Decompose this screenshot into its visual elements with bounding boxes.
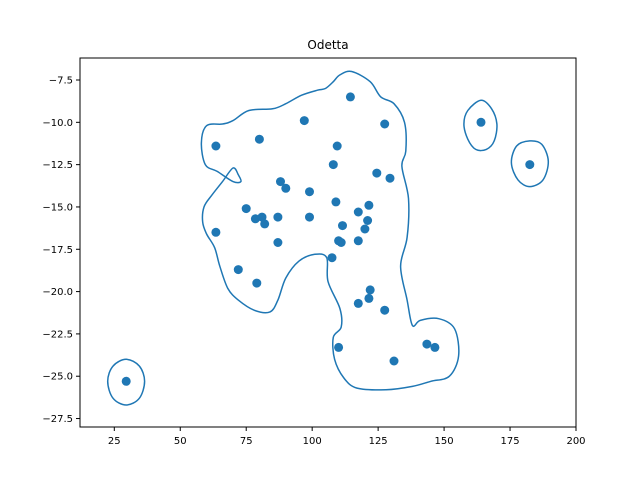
scatter-point-35: [380, 119, 390, 129]
y-tick-label-8: −7.5: [49, 76, 73, 87]
y-tick-label-6: −12.5: [42, 160, 73, 171]
scatter-point-36: [380, 305, 390, 315]
scatter-point-40: [430, 342, 440, 352]
scatter-point-37: [385, 173, 395, 183]
contour-line-3: [106, 358, 146, 406]
x-tick-label-5: 150: [435, 436, 454, 447]
scatter-point-33: [365, 285, 375, 295]
x-tick-label-2: 75: [240, 436, 253, 447]
scatter-point-6: [252, 278, 262, 288]
plot-frame: [79, 57, 577, 428]
scatter-point-42: [525, 160, 535, 170]
y-tick-label-4: −17.5: [42, 245, 73, 256]
scatter-point-15: [305, 187, 314, 197]
scatter-point-27: [353, 298, 363, 308]
scatter-point-41: [476, 117, 486, 127]
contour-line-0: [200, 70, 460, 391]
contour-line-1: [463, 99, 498, 152]
scatter-point-34: [372, 168, 382, 178]
scatter-point-13: [281, 183, 291, 193]
x-tick-label-7: 200: [566, 436, 585, 447]
x-tick-label-3: 100: [303, 436, 322, 447]
scatter-point-2: [211, 227, 221, 237]
x-axis: 25 50 75 100 125 150 175 200: [108, 427, 586, 447]
y-tick-label-0: −27.5: [42, 414, 73, 425]
scatter-point-4: [241, 204, 251, 214]
y-tick-label-5: −15.0: [42, 202, 73, 213]
x-tick-label-0: 25: [108, 436, 121, 447]
scatter-point-23: [336, 238, 346, 247]
scatter-point-31: [364, 293, 374, 303]
scatter-point-1: [211, 141, 221, 151]
scatter-point-12: [276, 177, 285, 187]
chart-title: Odetta: [307, 38, 348, 52]
scatter-point-38: [389, 356, 399, 366]
point-layer: [121, 92, 535, 386]
contour-layer: [106, 70, 550, 406]
scatter-point-39: [422, 339, 432, 349]
scatter-point-26: [353, 207, 363, 217]
y-tick-label-2: −22.5: [42, 329, 73, 340]
x-tick-label-1: 50: [174, 436, 187, 447]
scatter-point-32: [364, 200, 374, 210]
scatter-point-11: [273, 238, 283, 247]
scatter-point-19: [331, 197, 341, 207]
scatter-point-17: [327, 253, 337, 263]
y-tick-label-7: −10.0: [42, 118, 73, 129]
scatter-point-28: [353, 236, 363, 246]
scatter-point-0: [121, 376, 131, 386]
y-axis: −27.5 −25.0 −22.5 −20.0 −17.5 −15.0 −12.5 −10.0…: [42, 76, 80, 425]
scatter-point-14: [299, 116, 309, 126]
scatter-point-18: [328, 160, 338, 170]
scatter-point-22: [334, 342, 344, 352]
scatter-point-3: [233, 265, 243, 275]
scatter-point-30: [363, 216, 373, 225]
y-tick-label-3: −20.0: [42, 287, 73, 298]
scatter-point-7: [254, 134, 264, 144]
contour-line-2: [510, 140, 550, 188]
scatter-point-16: [305, 212, 314, 222]
x-tick-label-6: 175: [500, 436, 519, 447]
scatter-point-25: [345, 92, 355, 102]
scatter-point-10: [273, 212, 283, 222]
scatter-point-29: [360, 224, 370, 234]
y-tick-label-1: −25.0: [42, 372, 73, 383]
scatter-point-8: [257, 212, 267, 222]
scatter-point-20: [332, 141, 342, 151]
scatter-point-9: [260, 219, 270, 229]
x-tick-label-4: 125: [369, 436, 388, 447]
scatter-point-24: [338, 221, 347, 231]
